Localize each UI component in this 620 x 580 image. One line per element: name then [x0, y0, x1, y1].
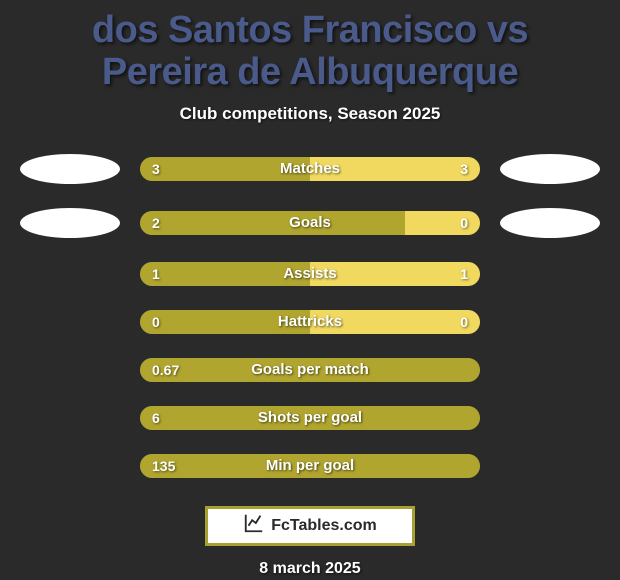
stat-value-left: 0.67 [152, 358, 179, 382]
stat-label: Assists [140, 262, 480, 286]
page-subtitle: Club competitions, Season 2025 [0, 104, 620, 124]
stat-value-right: 3 [460, 157, 468, 181]
stat-row: Shots per goal6 [0, 406, 620, 430]
stat-value-left: 3 [152, 157, 160, 181]
stat-label: Matches [140, 157, 480, 181]
stat-bar: Hattricks0 0 [140, 310, 480, 334]
stat-value-left: 0 [152, 310, 160, 334]
player-badge-right [500, 208, 600, 238]
stat-row: Matches3 3 [0, 154, 620, 184]
stat-bar: Shots per goal6 [140, 406, 480, 430]
stat-bar: Goals2 0 [140, 211, 480, 235]
player-badge-right [500, 154, 600, 184]
player-badge-left [20, 208, 120, 238]
stat-row: Goals per match0.67 [0, 358, 620, 382]
stat-value-right: 1 [460, 262, 468, 286]
chart-icon [243, 512, 265, 539]
footer-date: 8 march 2025 [0, 560, 620, 578]
stat-bar: Goals per match0.67 [140, 358, 480, 382]
stat-bar: Matches3 3 [140, 157, 480, 181]
stat-bar: Min per goal135 [140, 454, 480, 478]
stat-row: Hattricks0 0 [0, 310, 620, 334]
page-title: dos Santos Francisco vs Pereira de Albuq… [0, 0, 620, 94]
stat-label: Min per goal [140, 454, 480, 478]
stat-label: Shots per goal [140, 406, 480, 430]
stat-value-left: 2 [152, 211, 160, 235]
player-badge-left [20, 154, 120, 184]
stat-row: Goals2 0 [0, 208, 620, 238]
stat-value-left: 6 [152, 406, 160, 430]
stat-row: Assists1 1 [0, 262, 620, 286]
footer-logo-text: FcTables.com [271, 517, 377, 535]
stat-label: Goals [140, 211, 480, 235]
stats-container: Matches33Goals20Assists11Hattricks00Goal… [0, 154, 620, 478]
footer-logo: FcTables.com [205, 506, 415, 546]
stat-value-right: 0 [460, 211, 468, 235]
stat-value-left: 135 [152, 454, 175, 478]
stat-value-left: 1 [152, 262, 160, 286]
stat-label: Goals per match [140, 358, 480, 382]
stat-label: Hattricks [140, 310, 480, 334]
stat-value-right: 0 [460, 310, 468, 334]
stat-bar: Assists1 1 [140, 262, 480, 286]
stat-row: Min per goal135 [0, 454, 620, 478]
